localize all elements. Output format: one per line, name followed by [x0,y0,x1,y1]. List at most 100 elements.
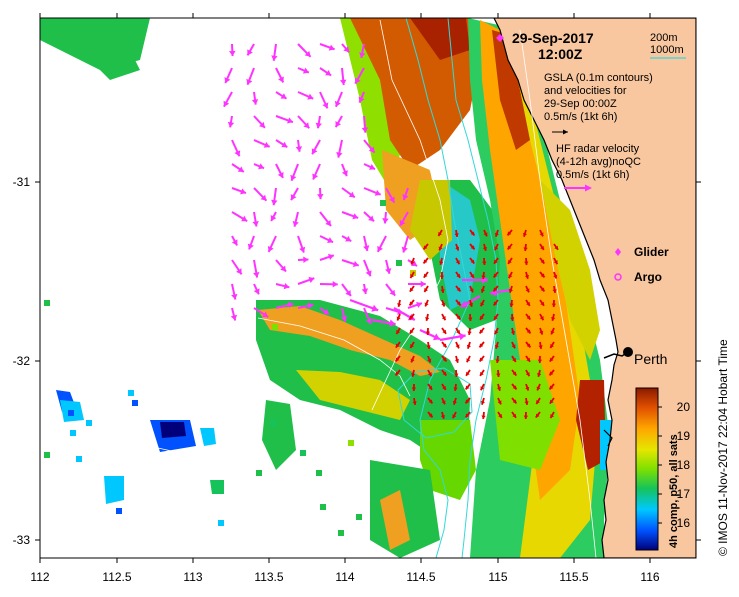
x-tick-label: 114 [335,570,354,584]
gsla-note-line: and velocities for [544,85,653,98]
hf-arrow [397,300,401,307]
hf-arrow [442,342,446,347]
perth-marker [623,347,633,357]
sst-pixel [270,420,276,426]
sst-pixel [70,430,76,436]
sst-pixel [132,400,138,406]
sst-pixel [256,470,262,476]
gsla-arrow [298,44,311,57]
y-axis-labels: -31 -32 -33 [13,175,31,547]
hf-arrow [466,384,470,389]
gsla-arrow [320,254,334,260]
gsla-arrow [420,330,440,340]
gsla-arrow [298,116,309,128]
city-label-perth: Perth [634,351,667,367]
gsla-arrow [247,44,254,55]
colorbar-tick-label: 20 [677,400,691,414]
gsla-arrow [224,92,232,107]
gsla-arrow [254,188,266,201]
gsla-arrow [298,92,313,100]
gsla-arrow [408,281,426,287]
gsla-arrow [290,164,298,181]
sst-patch [160,422,186,438]
sst-pixel [316,470,322,476]
gsla-arrow [320,212,331,226]
sst-patch [370,460,440,558]
gsla-arrow [320,92,328,108]
hf-note-line: 0.5m/s (1kt 6h) [556,169,641,182]
hf-note-line: HF radar velocity [556,143,641,156]
gsla-arrow [335,116,342,127]
hf-note-line: (4-12h avg)noQC [556,156,641,169]
hf-arrow [397,314,401,320]
gsla-arrow [335,92,342,107]
x-tick-label: 115 [488,570,507,584]
gsla-arrow [276,92,287,99]
sst-pixel [300,450,306,456]
gsla-arrow [342,188,355,197]
sst-pixel [44,300,50,306]
gsla-arrow [377,236,386,252]
sst-pixel [396,260,402,266]
hf-arrow [481,412,485,419]
sst-pixel [380,200,386,206]
hf-arrow [455,356,459,363]
hf-arrow [424,258,428,263]
gsla-arrow [342,164,348,176]
gsla-arrow [276,68,284,82]
x-tick-label: 114.5 [406,570,435,584]
hf-arrow [442,328,446,334]
gsla-arrow [268,236,276,252]
sst-pixel [348,440,354,446]
sst-pixel [76,456,82,462]
sst-pixel [44,452,50,458]
sst-pixel [320,504,326,510]
hf-note: HF radar velocity (4-12h avg)noQC 0.5m/s… [556,143,641,182]
gsla-arrow [228,116,234,127]
glider-label: Glider [634,245,669,259]
colorbar [636,388,658,550]
sst-pixel [86,420,92,426]
hf-arrow [410,286,414,292]
gsla-note-line: GSLA (0.1m contours) [544,72,653,85]
gsla-note-line: 0.5m/s (1kt 6h) [544,111,653,124]
hf-arrow [480,370,484,376]
gsla-arrow [298,68,309,74]
gsla-arrow [316,116,322,128]
gsla-arrow [364,164,375,170]
hf-arrow [480,328,484,333]
sst-pixel [272,324,278,330]
gsla-arrow [312,164,320,179]
gsla-arrow [271,188,277,205]
hf-arrow [467,342,471,349]
sst-pixel [116,508,122,514]
gsla-arrow [385,260,391,274]
gsla-arrow [342,236,351,242]
x-tick-label: 112 [30,570,49,584]
sst-patch [104,476,124,504]
gsla-arrow [229,44,235,56]
map-title-date: 29-Sep-2017 [512,30,594,46]
sst-patch [262,400,296,470]
hf-arrow [410,328,414,334]
gsla-arrow [312,140,320,154]
legend-1000m: 1000m [650,44,684,56]
gsla-arrow [224,68,232,83]
sst-pixel [128,390,134,396]
gsla-arrow [254,116,265,128]
gsla-arrow [298,277,314,284]
gsla-arrow [232,140,240,156]
y-tick-label: -31 [13,175,31,189]
gsla-note: GSLA (0.1m contours) and velocities for … [544,72,653,124]
gsla-arrow [382,212,388,223]
gsla-arrow [252,212,258,227]
gsla-arrow [320,281,338,287]
hf-arrow [480,356,484,361]
hf-arrow [410,300,414,305]
gsla-arrow [271,44,277,61]
hf-arrow [466,356,470,362]
gsla-arrow [232,164,244,172]
gsla-arrow [320,68,331,75]
y-tick-label: -32 [13,354,31,368]
